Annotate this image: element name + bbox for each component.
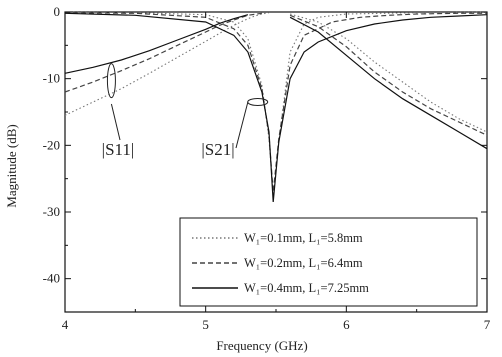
s11-upper-line-dashed (289, 14, 488, 136)
s11-marker-leader (110, 103, 121, 141)
y-axis-label: Magnitude (dB) (4, 124, 19, 207)
legend-label: W₁=0.4mm, L₁=7.25mm (244, 281, 369, 295)
legend-box (179, 217, 478, 307)
s11-line-dotted (64, 12, 270, 116)
series-layer (64, 11, 488, 203)
s21-line-solid (64, 12, 488, 203)
legend: W₁=0.1mm, L₁=5.8mm W₁=0.2mm, L₁=6.4mm W₁=0… (179, 217, 478, 307)
s11-line-dashed (64, 12, 262, 93)
y-tick-label: 0 (54, 4, 61, 19)
y-tick-label: -20 (43, 137, 60, 152)
x-tick-label: 5 (202, 317, 209, 332)
x-tick-label: 4 (62, 317, 69, 332)
x-axis-label: Frequency (GHz) (216, 338, 307, 353)
ticks-layer: 4 5 6 7 0 -10 -20 -30 -40 (43, 4, 491, 332)
x-tick-label: 7 (484, 317, 491, 332)
s11-upper-line-solid (289, 16, 488, 150)
s11-marker-ellipse (106, 63, 116, 99)
x-tick-label: 6 (343, 317, 350, 332)
s21-line-dotted (64, 11, 488, 196)
s11-upper-line-dotted (289, 13, 488, 133)
y-tick-label: -30 (43, 204, 60, 219)
y-tick-label: -10 (43, 71, 60, 86)
annotation-s11: |S11| (102, 140, 135, 159)
s11-line-solid (64, 14, 249, 74)
s21-marker-leader (235, 101, 249, 149)
s21-marker-ellipse (247, 98, 269, 106)
y-tick-label: -40 (43, 271, 60, 286)
legend-label: W₁=0.1mm, L₁=5.8mm (244, 231, 363, 245)
s21-line-dashed (64, 12, 487, 193)
annotation-s21: |S21| (201, 140, 234, 159)
legend-label: W₁=0.2mm, L₁=6.4mm (244, 256, 363, 270)
